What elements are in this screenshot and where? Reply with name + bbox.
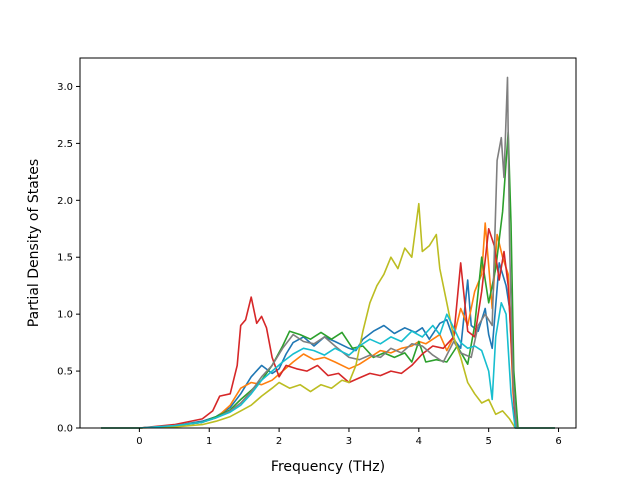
x-axis-label: Frequency (THz) [271, 459, 385, 475]
y-tick-label: 3.0 [57, 82, 73, 93]
series-layer [101, 76, 555, 429]
plot-frame [79, 57, 577, 429]
y-axis: 0.0 0.5 1.0 1.5 2.0 2.5 3.0 [57, 82, 80, 435]
y-tick-label: 1.5 [57, 253, 73, 264]
y-tick-label: 0.5 [57, 367, 73, 378]
y-tick-label: 1.0 [57, 310, 73, 321]
x-tick-label: 5 [485, 436, 491, 447]
x-tick-label: 0 [136, 436, 142, 447]
x-tick-label: 6 [555, 436, 561, 447]
x-tick-label: 4 [416, 436, 422, 447]
series-line-3 [101, 131, 555, 429]
series-line-2 [101, 222, 555, 429]
series-line-1 [101, 262, 555, 429]
x-axis: 0 1 2 3 4 5 6 [136, 428, 562, 447]
y-tick-label: 2.0 [57, 196, 73, 207]
series-line-5 [101, 76, 555, 429]
series-line-7 [101, 301, 555, 429]
x-tick-label: 1 [206, 436, 212, 447]
x-tick-label: 2 [276, 436, 282, 447]
y-tick-label: 0.0 [57, 424, 73, 435]
x-tick-label: 3 [346, 436, 352, 447]
y-tick-label: 2.5 [57, 139, 73, 150]
y-axis-label: Partial Density of States [26, 159, 42, 327]
series-line-6 [101, 202, 555, 429]
